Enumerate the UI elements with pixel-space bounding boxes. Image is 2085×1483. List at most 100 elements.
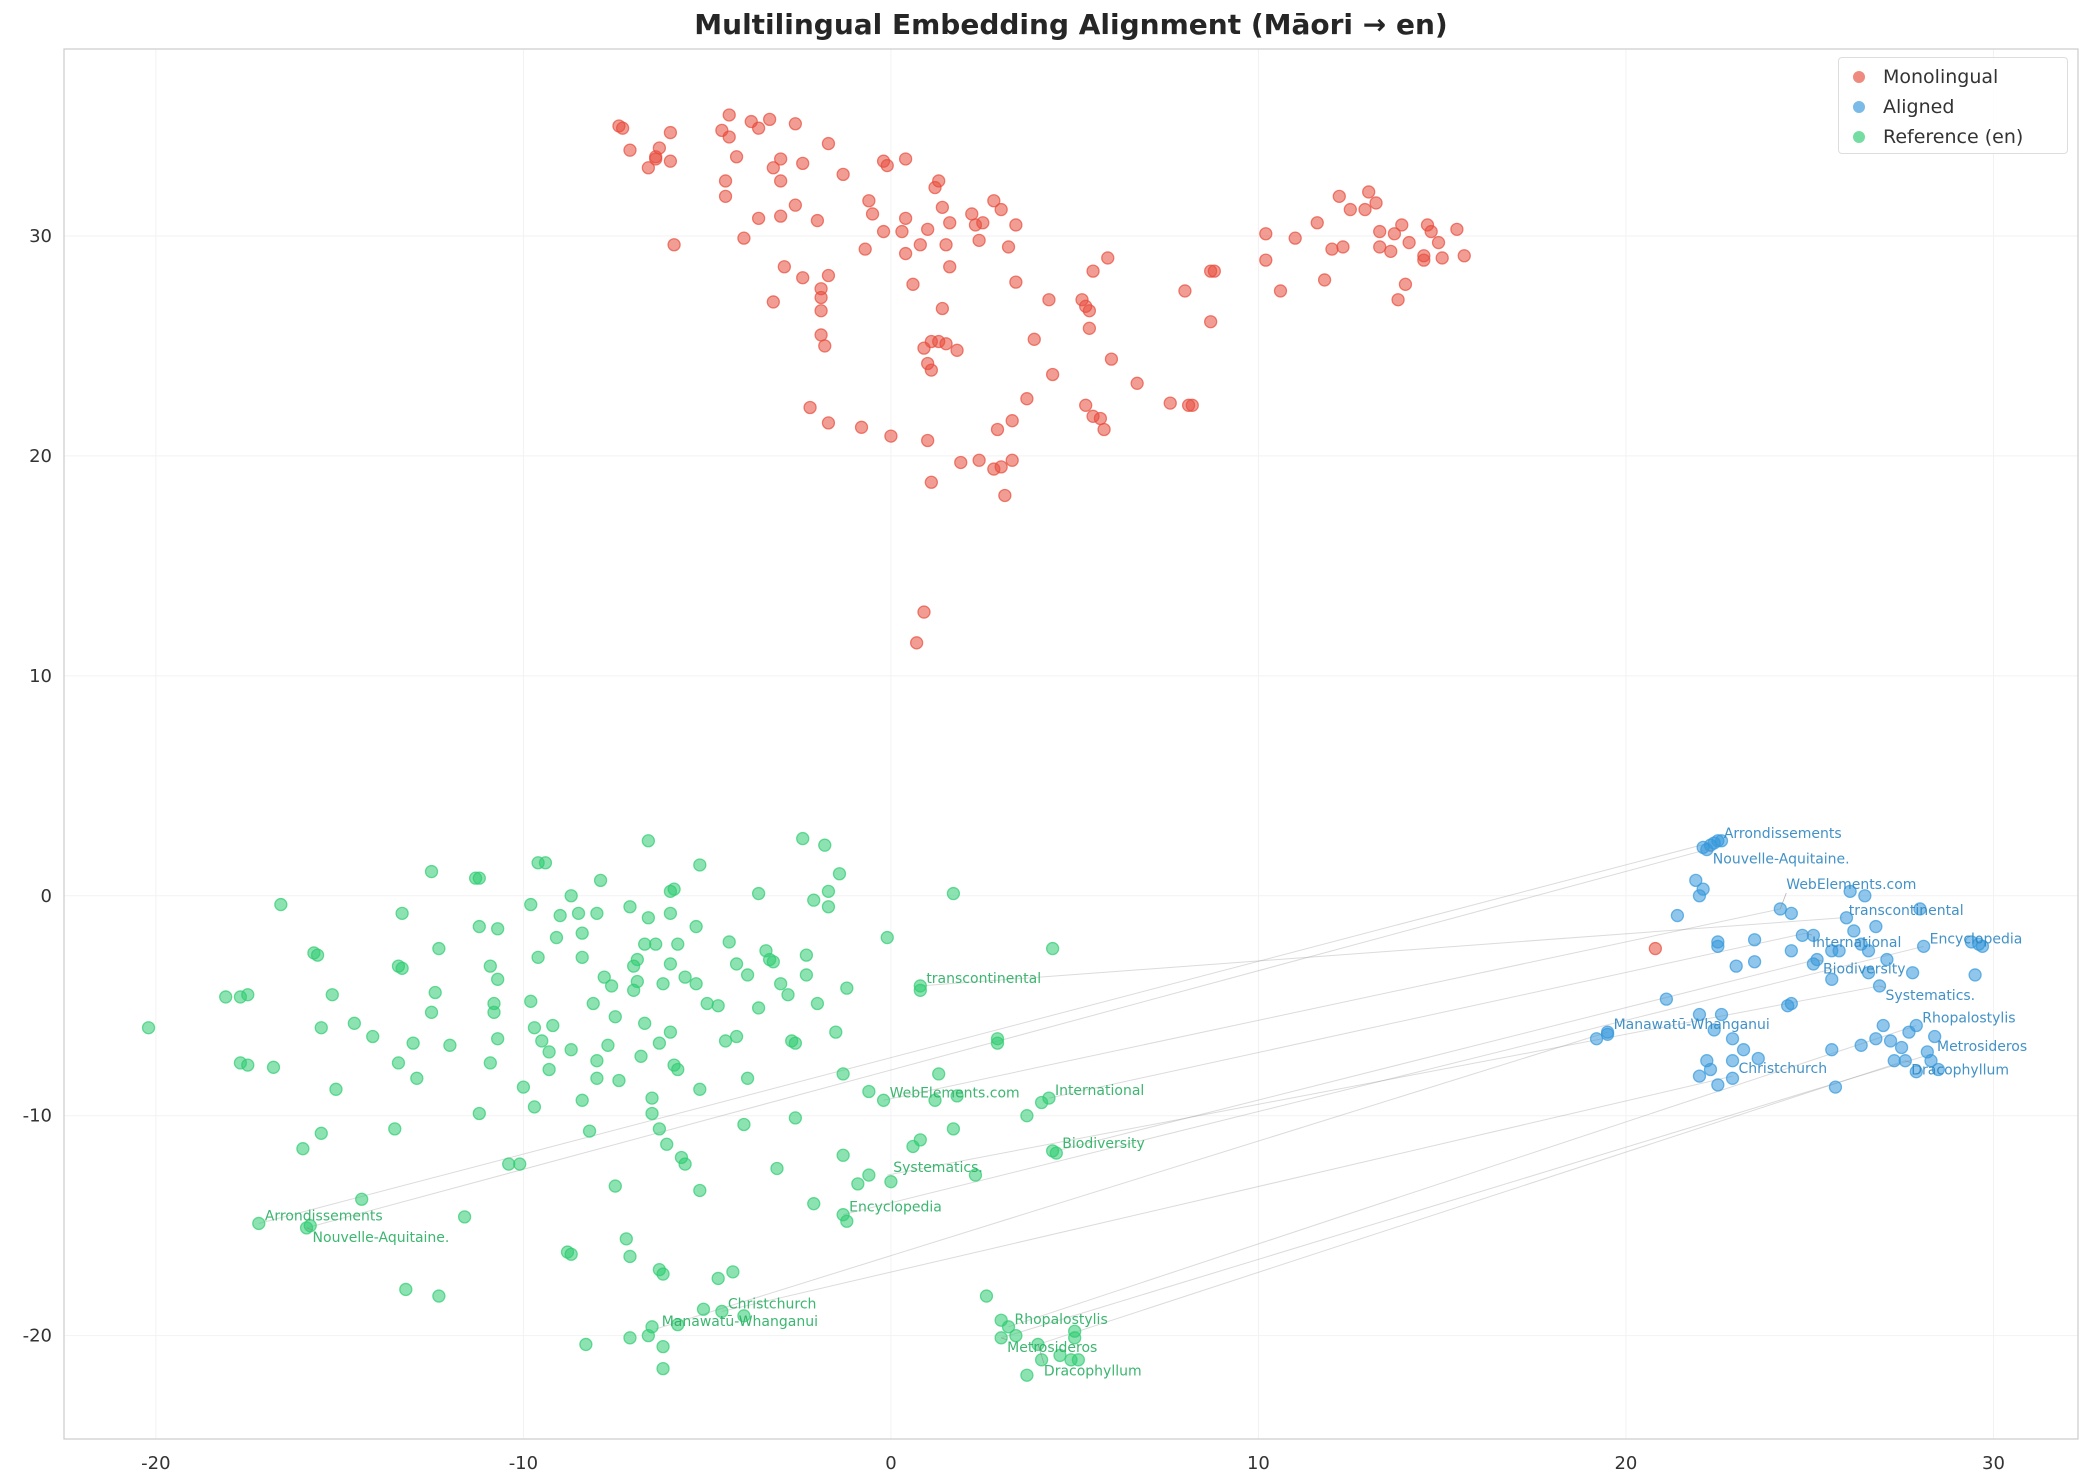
point-reference-en xyxy=(366,1029,380,1044)
point-monolingual xyxy=(803,400,817,415)
x-tick-label: 0 xyxy=(885,1453,896,1474)
point-monolingual xyxy=(917,605,931,619)
point-reference-en xyxy=(1053,1348,1067,1363)
point-reference-en xyxy=(649,937,663,951)
x-tick-label: 30 xyxy=(1982,1453,2005,1474)
point-aligned xyxy=(1916,939,1931,953)
point-monolingual xyxy=(821,416,836,430)
point-annotations: Arrondissements Nouvelle-Aquitaine. transc… xyxy=(265,826,2027,1380)
point-monolingual xyxy=(796,271,810,285)
point-reference-en xyxy=(491,922,505,936)
point-monolingual xyxy=(1207,264,1221,278)
point-monolingual xyxy=(998,488,1012,503)
point-reference-en xyxy=(1020,1368,1034,1382)
point-reference-en xyxy=(667,882,681,896)
point-reference-en xyxy=(663,906,678,921)
point-aligned xyxy=(1600,1025,1615,1039)
point-monolingual xyxy=(1079,398,1093,412)
axes-frame xyxy=(63,48,2079,1440)
point-aligned xyxy=(1806,928,1821,942)
point-reference-en xyxy=(491,972,505,986)
point-monolingual xyxy=(1402,235,1416,250)
point-reference-en xyxy=(689,977,703,991)
legend-marker-aligned xyxy=(1853,101,1865,113)
aligned-label: Rhopalostylis xyxy=(1922,1011,2015,1027)
point-monolingual xyxy=(1009,218,1023,232)
point-reference-en xyxy=(472,1106,486,1121)
point-monolingual xyxy=(751,121,766,135)
point-monolingual xyxy=(1097,422,1111,437)
y-tick-label: 20 xyxy=(29,446,52,467)
point-monolingual xyxy=(898,152,913,166)
point-reference-en xyxy=(483,959,497,973)
point-monolingual xyxy=(1373,224,1387,239)
point-monolingual xyxy=(965,207,979,221)
point-reference-en xyxy=(564,1247,578,1261)
point-reference-en xyxy=(619,1232,633,1246)
point-aligned xyxy=(1711,1078,1725,1092)
point-aligned xyxy=(1725,1032,1740,1046)
point-reference-en xyxy=(219,990,233,1004)
point-reference-en xyxy=(623,900,637,914)
point-monolingual xyxy=(895,224,909,239)
reference-label: Systematics. xyxy=(893,1160,983,1176)
data-points xyxy=(141,108,1990,1382)
legend-label: Aligned xyxy=(1883,96,1955,118)
point-reference-en xyxy=(553,908,567,923)
point-monolingual xyxy=(1082,321,1097,335)
reference-label: transcontinental xyxy=(926,971,1041,987)
point-monolingual xyxy=(818,339,832,353)
point-aligned xyxy=(1861,944,1876,958)
alignment-line xyxy=(1008,1025,1917,1328)
point-reference-en xyxy=(432,1289,446,1303)
point-reference-en xyxy=(652,1036,667,1050)
point-reference-en xyxy=(457,1210,472,1224)
point-reference-en xyxy=(990,1036,1005,1050)
point-reference-en xyxy=(913,1133,927,1147)
point-aligned xyxy=(1876,1018,1890,1033)
point-aligned xyxy=(1858,889,1872,903)
point-monolingual xyxy=(814,304,828,318)
point-reference-en xyxy=(399,1282,413,1297)
point-reference-en xyxy=(355,1192,369,1206)
point-reference-en xyxy=(678,970,692,984)
point-reference-en xyxy=(671,1317,685,1332)
point-monolingual xyxy=(1042,293,1056,307)
point-reference-en xyxy=(472,919,486,934)
point-monolingual xyxy=(932,174,946,188)
point-reference-en xyxy=(546,1018,560,1033)
point-aligned xyxy=(1784,996,1798,1011)
point-monolingual xyxy=(821,268,836,283)
point-monolingual xyxy=(737,231,751,245)
legend-label: Reference (en) xyxy=(1883,126,2024,148)
point-reference-en xyxy=(266,1060,281,1074)
point-aligned xyxy=(1589,1032,1604,1046)
point-aligned xyxy=(1692,1007,1707,1022)
aligned-label: Metrosideros xyxy=(1937,1039,2027,1055)
point-reference-en xyxy=(531,950,545,964)
point-monolingual xyxy=(788,198,803,212)
point-aligned xyxy=(1736,1043,1751,1057)
point-aligned xyxy=(1725,1054,1740,1068)
point-reference-en xyxy=(1042,1091,1056,1105)
point-reference-en xyxy=(391,1056,406,1070)
point-reference-en xyxy=(241,1058,255,1072)
point-monolingual xyxy=(663,154,678,168)
point-reference-en xyxy=(693,1183,707,1198)
point-aligned xyxy=(1670,908,1685,923)
point-aligned xyxy=(1832,944,1846,958)
y-tick-label: -20 xyxy=(23,1326,52,1347)
point-reference-en xyxy=(141,1021,156,1035)
point-aligned xyxy=(1696,840,1710,855)
point-monolingual xyxy=(1343,202,1357,217)
point-aligned xyxy=(1825,972,1839,986)
point-monolingual xyxy=(884,429,898,443)
point-monolingual xyxy=(1325,242,1339,256)
point-monolingual xyxy=(1101,251,1115,265)
point-monolingual xyxy=(1424,224,1438,239)
point-monolingual xyxy=(913,238,927,252)
point-reference-en xyxy=(432,941,446,956)
point-reference-en xyxy=(671,1062,685,1077)
point-reference-en xyxy=(1009,1328,1023,1343)
point-monolingual xyxy=(649,150,663,164)
